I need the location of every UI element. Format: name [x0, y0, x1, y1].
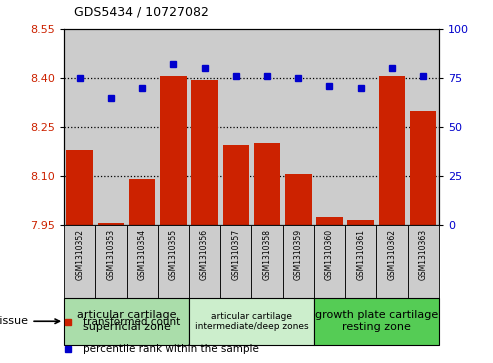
- Bar: [160, 77, 187, 225]
- Bar: [410, 111, 436, 225]
- Bar: [222, 145, 249, 225]
- Bar: [348, 220, 374, 225]
- Bar: [314, 29, 345, 225]
- Bar: [345, 225, 376, 298]
- Text: GSM1310356: GSM1310356: [200, 229, 209, 280]
- Bar: [158, 225, 189, 298]
- Bar: [220, 29, 251, 225]
- Bar: [127, 29, 158, 225]
- Bar: [408, 225, 439, 298]
- Text: GSM1310357: GSM1310357: [231, 229, 240, 280]
- Text: GSM1310354: GSM1310354: [138, 229, 146, 280]
- Text: growth plate cartilage
resting zone: growth plate cartilage resting zone: [315, 310, 438, 332]
- Bar: [220, 225, 251, 298]
- Bar: [64, 29, 95, 225]
- Text: GSM1310360: GSM1310360: [325, 229, 334, 280]
- Bar: [408, 29, 439, 225]
- Bar: [67, 150, 93, 225]
- Bar: [191, 80, 218, 225]
- Bar: [379, 77, 405, 225]
- Text: articular cartilage
intermediate/deep zones: articular cartilage intermediate/deep zo…: [195, 311, 308, 331]
- Text: GSM1310363: GSM1310363: [419, 229, 427, 280]
- Bar: [316, 217, 343, 225]
- Bar: [127, 225, 158, 298]
- Bar: [95, 225, 127, 298]
- Bar: [282, 225, 314, 298]
- Text: GSM1310352: GSM1310352: [75, 229, 84, 280]
- Bar: [158, 29, 189, 225]
- Bar: [345, 29, 376, 225]
- Bar: [95, 29, 127, 225]
- Text: GSM1310353: GSM1310353: [106, 229, 115, 280]
- Bar: [189, 225, 220, 298]
- Bar: [251, 29, 282, 225]
- Bar: [376, 29, 408, 225]
- Bar: [251, 225, 282, 298]
- Bar: [189, 29, 220, 225]
- Bar: [254, 143, 281, 225]
- Text: GSM1310361: GSM1310361: [356, 229, 365, 280]
- Bar: [376, 225, 408, 298]
- Bar: [282, 29, 314, 225]
- Text: transformed count: transformed count: [83, 317, 180, 327]
- Bar: [64, 298, 189, 345]
- Bar: [129, 179, 155, 225]
- Bar: [64, 225, 95, 298]
- Bar: [314, 298, 439, 345]
- Bar: [285, 175, 312, 225]
- Text: GSM1310355: GSM1310355: [169, 229, 178, 280]
- Text: GSM1310362: GSM1310362: [387, 229, 396, 280]
- Bar: [314, 225, 345, 298]
- Bar: [189, 298, 314, 345]
- Text: percentile rank within the sample: percentile rank within the sample: [83, 344, 259, 354]
- Text: GDS5434 / 10727082: GDS5434 / 10727082: [74, 5, 209, 18]
- Bar: [98, 224, 124, 225]
- Text: GSM1310359: GSM1310359: [294, 229, 303, 280]
- Text: GSM1310358: GSM1310358: [263, 229, 272, 280]
- Text: tissue: tissue: [0, 316, 60, 326]
- Text: articular cartilage
superficial zone: articular cartilage superficial zone: [77, 310, 176, 332]
